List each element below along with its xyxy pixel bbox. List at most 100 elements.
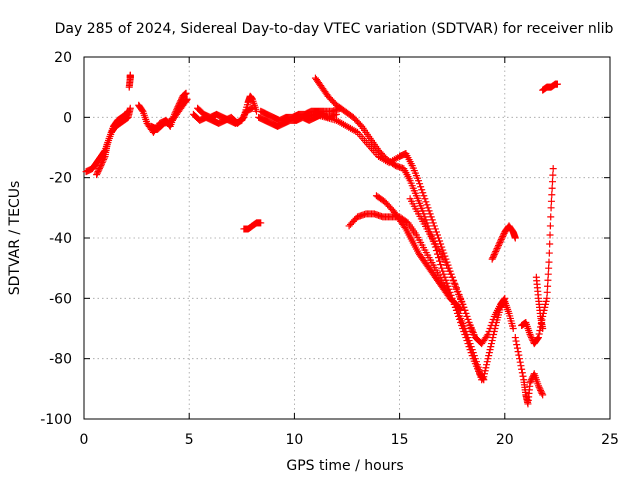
data-point xyxy=(450,277,458,285)
data-point xyxy=(415,177,423,185)
y-axis-label: SDTVAR / TECUs xyxy=(7,181,23,296)
data-point xyxy=(545,258,553,266)
data-point xyxy=(489,334,497,342)
data-point xyxy=(539,325,547,332)
data-point xyxy=(435,254,443,262)
data-point xyxy=(546,222,554,230)
data-point xyxy=(418,186,426,194)
data-point xyxy=(432,228,440,236)
data-point xyxy=(454,287,462,295)
data-point xyxy=(464,315,472,323)
y-tick-label: -60 xyxy=(49,291,72,307)
data-point xyxy=(543,288,551,296)
series-arc-3-5h xyxy=(147,95,191,133)
data-point xyxy=(494,243,502,251)
y-tick-label: 20 xyxy=(54,50,72,66)
data-point xyxy=(447,270,455,278)
data-point xyxy=(544,282,552,290)
series-arc-21-22h xyxy=(518,165,557,348)
data-point xyxy=(458,297,466,305)
data-point xyxy=(240,112,248,120)
data-point xyxy=(498,234,506,242)
data-point xyxy=(527,377,535,385)
data-point xyxy=(497,236,505,244)
data-point xyxy=(490,252,498,260)
data-point xyxy=(517,362,525,370)
data-point xyxy=(451,280,459,288)
data-point xyxy=(450,300,458,308)
data-point xyxy=(518,369,526,377)
data-point xyxy=(431,225,439,233)
data-point xyxy=(449,297,457,305)
data-point xyxy=(490,328,498,336)
data-point xyxy=(493,245,501,253)
axis-ticks: 0 5 10 15 20 25 -100 -80 -60 -40 -20 0 20 xyxy=(40,50,619,448)
data-point xyxy=(447,294,455,302)
x-tick-label: 20 xyxy=(496,432,514,448)
data-point xyxy=(541,300,549,308)
data-point xyxy=(488,255,496,263)
data-point xyxy=(526,379,534,387)
data-point xyxy=(422,216,430,224)
y-tick-label: 0 xyxy=(63,110,72,126)
data-point xyxy=(98,159,106,167)
data-point xyxy=(548,178,556,186)
data-point xyxy=(492,246,500,254)
data-point xyxy=(416,180,424,188)
data-point xyxy=(537,388,545,396)
series-arc-19-5h-rise xyxy=(488,222,519,263)
data-point xyxy=(465,337,473,345)
data-point xyxy=(481,367,489,375)
data-point xyxy=(487,343,495,351)
data-point xyxy=(239,113,247,121)
data-point xyxy=(542,297,550,305)
data-point xyxy=(428,216,436,224)
data-point xyxy=(553,80,561,88)
data-point xyxy=(491,325,499,332)
data-point xyxy=(526,331,534,339)
data-point xyxy=(462,328,470,336)
data-point xyxy=(463,312,471,320)
data-point xyxy=(98,160,106,168)
series-arc-21h-spike xyxy=(532,273,547,332)
data-point xyxy=(492,248,500,256)
data-point xyxy=(446,291,454,299)
data-point xyxy=(519,372,527,380)
data-point xyxy=(438,264,446,272)
data-point xyxy=(539,391,547,399)
data-point xyxy=(420,192,428,200)
data-point xyxy=(468,328,476,336)
data-point xyxy=(511,334,519,342)
series-arc-early-b xyxy=(93,104,134,179)
data-point xyxy=(534,382,542,390)
data-point xyxy=(437,261,445,269)
data-point xyxy=(466,340,474,348)
data-point xyxy=(426,210,434,218)
data-point xyxy=(455,291,463,299)
data-point xyxy=(440,255,448,263)
data-point xyxy=(485,352,493,360)
data-point xyxy=(483,358,491,366)
y-tick-label: -40 xyxy=(49,231,72,247)
data-point xyxy=(126,71,134,79)
data-point xyxy=(514,348,522,356)
data-point xyxy=(548,184,556,192)
data-point xyxy=(512,337,520,345)
data-points xyxy=(82,71,561,408)
data-point xyxy=(544,276,552,284)
data-point xyxy=(483,361,491,369)
data-point xyxy=(548,191,556,199)
data-point xyxy=(100,154,108,162)
data-point xyxy=(527,332,535,340)
data-point xyxy=(534,335,542,343)
data-point xyxy=(547,197,555,205)
data-point xyxy=(99,157,107,165)
series-spike-2h xyxy=(125,71,134,91)
data-point xyxy=(467,343,475,351)
data-point xyxy=(452,284,460,292)
data-point xyxy=(464,334,472,342)
data-point xyxy=(544,270,552,278)
data-point xyxy=(496,239,504,247)
data-point xyxy=(248,104,256,112)
